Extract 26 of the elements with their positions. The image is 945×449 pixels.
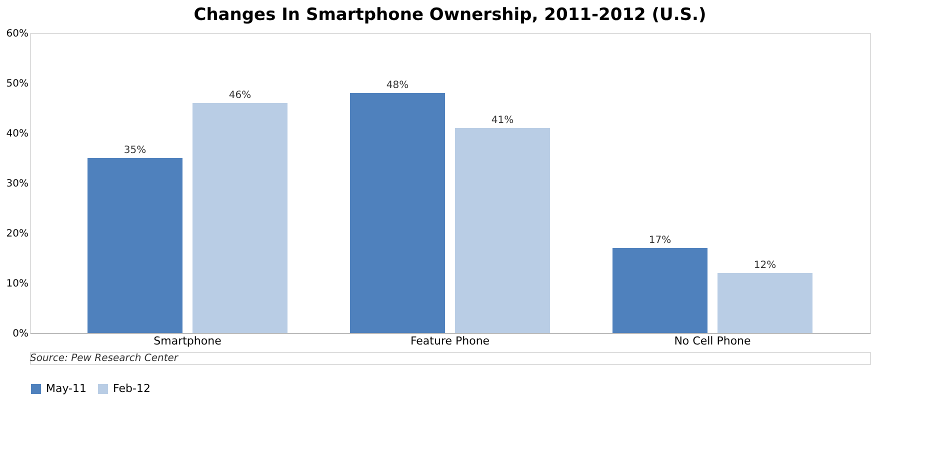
y-tick-label: 30% — [6, 178, 28, 190]
x-tick-label: Feature Phone — [410, 334, 490, 348]
y-tick-label: 60% — [6, 28, 28, 40]
data-label: 41% — [491, 115, 514, 126]
y-tick-label: 40% — [6, 128, 28, 140]
data-label: 17% — [648, 235, 672, 246]
bar — [350, 93, 445, 333]
data-label: 35% — [124, 145, 146, 156]
bar — [718, 273, 812, 333]
bar — [455, 128, 550, 333]
legend-label: May-11 — [46, 382, 87, 395]
x-tick-label: No Cell Phone — [674, 334, 752, 348]
bar — [88, 158, 182, 333]
bar — [192, 103, 288, 333]
data-label: 48% — [386, 80, 409, 91]
y-tick-label: 50% — [6, 78, 28, 90]
y-tick-label: 10% — [6, 278, 28, 290]
x-tick-label: Smartphone — [154, 334, 222, 348]
y-tick-label: 20% — [6, 228, 28, 240]
y-tick-label: 0% — [12, 328, 28, 340]
source-note: Source: Pew Research Center — [30, 353, 179, 364]
legend-label: Feb-12 — [113, 382, 150, 395]
data-label: 46% — [228, 90, 252, 101]
data-label: 12% — [754, 260, 776, 271]
chart-title: Changes In Smartphone Ownership, 2011-2012 (U.S.) — [194, 5, 706, 25]
bar — [612, 248, 708, 333]
